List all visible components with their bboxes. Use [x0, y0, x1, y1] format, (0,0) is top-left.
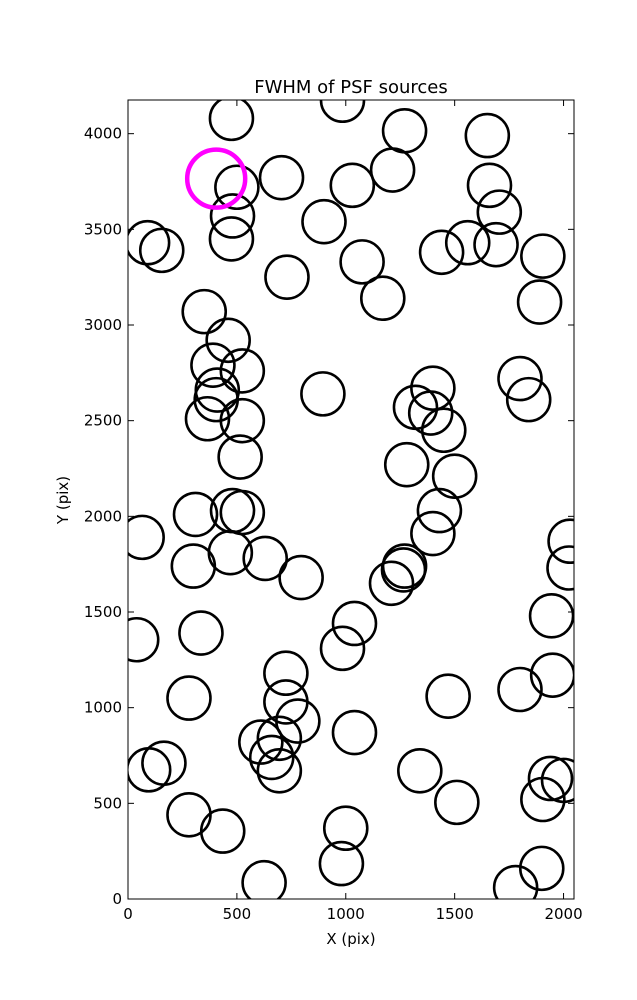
psf-source-marker	[505, 376, 552, 423]
psf-source-marker	[138, 227, 185, 274]
psf-source-marker	[381, 108, 428, 154]
psf-source-marker	[329, 162, 376, 209]
psf-source-marker	[190, 342, 236, 388]
psf-source-marker	[520, 233, 566, 279]
psf-source-marker	[359, 275, 406, 322]
psf-source-marker	[431, 453, 478, 499]
psf-source-marker	[529, 652, 574, 698]
psf-source-marker	[319, 625, 366, 672]
psf-source-marker	[301, 198, 347, 245]
psf-source-marker	[518, 845, 565, 892]
psf-source-marker	[199, 808, 246, 854]
psf-source-marker	[241, 859, 287, 899]
psf-source-marker	[497, 355, 543, 402]
psf-source-marker	[464, 112, 511, 159]
psf-source-marker	[300, 371, 346, 417]
y-tick-label: 3000	[84, 316, 122, 334]
y-tick-label: 2500	[84, 412, 122, 430]
psf-source-marker	[128, 219, 171, 266]
y-tick-label: 1000	[84, 699, 122, 717]
psf-source-marker	[318, 840, 365, 887]
psf-source-marker	[184, 395, 231, 442]
psf-source-marker	[473, 221, 519, 268]
psf-source-marker	[219, 397, 266, 444]
psf-source-marker	[369, 147, 416, 193]
psf-source-marker	[339, 239, 385, 285]
psf-source-marker	[368, 560, 415, 607]
psf-source-marker	[331, 600, 378, 647]
psf-source-marker	[420, 407, 467, 454]
x-tick-label: 1500	[436, 905, 474, 923]
psf-source-marker	[497, 666, 543, 713]
x-axis-label: X (pix)	[326, 930, 375, 948]
psf-source-marker	[380, 547, 427, 593]
psf-source-marker	[434, 779, 480, 826]
psf-source-marker	[181, 288, 228, 335]
psf-source-marker	[141, 740, 187, 786]
y-tick-label: 2000	[84, 507, 122, 525]
psf-source-marker	[278, 554, 324, 601]
psf-source-marker	[492, 864, 539, 899]
x-tick-label: 1000	[327, 905, 365, 923]
psf-source-marker	[128, 616, 160, 663]
psf-source-marker	[217, 434, 263, 480]
psf-source-marker	[264, 254, 310, 300]
psf-source-marker	[207, 529, 254, 576]
psf-source-marker	[444, 219, 491, 266]
psf-source-marker	[546, 545, 574, 591]
psf-source-marker	[214, 164, 260, 211]
psf-source-marker	[547, 518, 574, 565]
psf-source-marker	[178, 610, 224, 656]
psf-source-marker	[128, 514, 165, 561]
psf-source-marker	[248, 734, 295, 781]
psf-source-marker	[528, 593, 574, 639]
psf-source-marker	[331, 709, 378, 756]
psf-source-marker	[425, 673, 471, 719]
y-tick-label: 0	[112, 890, 122, 908]
psf-source-marker	[410, 365, 456, 411]
psf-source-marker	[418, 229, 465, 276]
psf-source-marker	[172, 491, 219, 538]
axis-ticks: 0 500 1000 1500 2000 0 500 1000 1500 2000 2500 3000…	[84, 100, 583, 923]
psf-source-marker	[238, 719, 284, 765]
psf-source-marker	[219, 489, 266, 536]
psf-source-marker	[275, 698, 321, 744]
y-tick-label: 500	[93, 794, 122, 812]
psf-source-marker	[166, 792, 212, 838]
psf-source-marker	[516, 279, 563, 325]
psf-source-marker	[407, 390, 454, 436]
psf-source-marker	[383, 441, 430, 488]
y-tick-label: 1500	[84, 603, 122, 621]
plot-area-frame	[127, 99, 575, 900]
psf-source-marker	[476, 189, 523, 235]
psf-source-marker	[416, 487, 463, 534]
y-axis-label: Y (pix)	[54, 476, 72, 525]
psf-source-marker	[397, 748, 443, 794]
psf-source-marker	[258, 154, 305, 201]
x-tick-label: 2000	[544, 905, 582, 923]
psf-source-marker	[256, 715, 303, 762]
psf-source-marker	[209, 193, 256, 239]
psf-source-marker	[466, 162, 513, 209]
psf-source-marker	[219, 348, 266, 394]
psf-source-marker	[520, 776, 566, 823]
x-tick-label: 0	[123, 905, 133, 923]
psf-source-marker	[527, 755, 574, 802]
y-tick-label: 3500	[84, 220, 122, 238]
psf-source-marker	[256, 748, 303, 794]
psf-source-marker	[205, 317, 251, 364]
highlighted-psf-marker	[184, 147, 248, 210]
data-markers	[128, 100, 574, 899]
psf-source-marker	[208, 100, 255, 142]
psf-source-marker	[263, 650, 309, 697]
psf-source-marker	[322, 805, 369, 852]
psf-source-marker	[166, 675, 212, 721]
psf-source-marker	[208, 216, 255, 262]
psf-source-marker	[242, 535, 288, 582]
x-tick-label: 500	[223, 905, 252, 923]
chart-title: FWHM of PSF sources	[254, 77, 448, 98]
psf-source-marker	[410, 510, 456, 557]
y-tick-label: 4000	[84, 125, 122, 143]
